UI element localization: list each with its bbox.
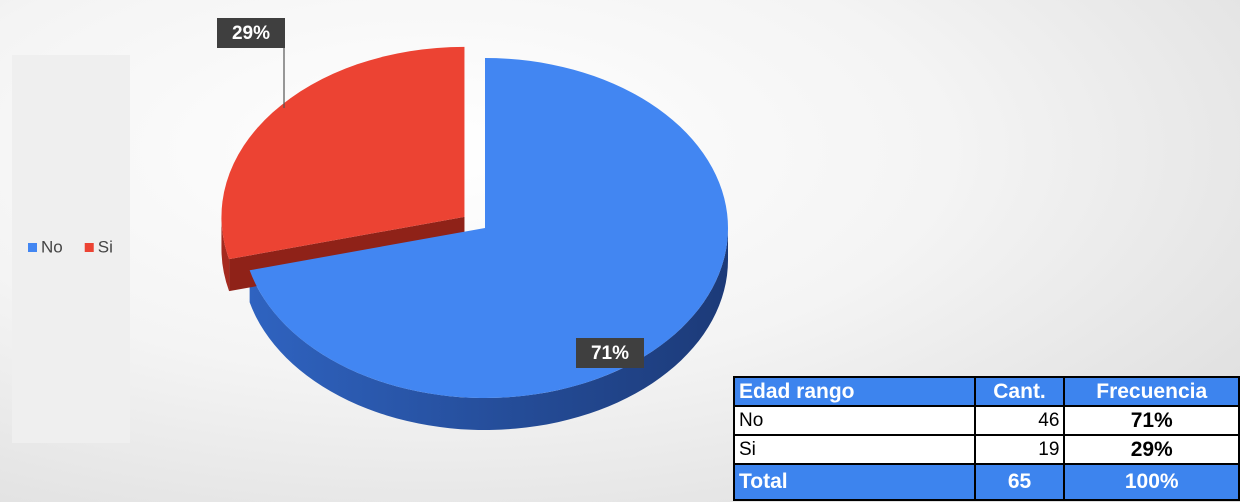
cell: 46: [973, 405, 1066, 436]
cell: 19: [973, 434, 1066, 465]
data-labels: 71% 29%: [217, 18, 644, 368]
cell: 29%: [1063, 434, 1240, 465]
cell: 71%: [1063, 405, 1240, 436]
legend-swatch: [84, 243, 94, 252]
label-box: [217, 18, 285, 48]
table-header: Edad rango Cant. Frecuencia: [733, 376, 1240, 407]
legend-swatch: [28, 243, 37, 252]
cell: Total: [733, 463, 976, 501]
slice: [221, 46, 465, 260]
header-cell: Frecuencia: [1063, 376, 1240, 407]
label-box: [576, 338, 644, 368]
slice: [249, 58, 729, 398]
legend: No Si: [28, 237, 113, 256]
table-row: No 46 71%: [733, 405, 1240, 436]
table-total: Total 65 100%: [733, 463, 1240, 501]
legend-label: Si: [98, 237, 113, 256]
cell: 65: [973, 463, 1066, 501]
slice-side: [221, 216, 230, 292]
cell: 100%: [1063, 463, 1240, 501]
cell: Si: [733, 434, 976, 465]
slice-side: [249, 228, 729, 430]
summary-table: Edad rango Cant. Frecuencia No 46 71% Si…: [733, 376, 1240, 501]
cell: No: [733, 405, 976, 436]
header-cell: Edad rango: [733, 376, 976, 407]
legend-label: No: [41, 237, 63, 256]
data-label: 29%: [232, 23, 270, 44]
data-label: 71%: [591, 343, 629, 364]
header-cell: Cant.: [973, 376, 1066, 407]
table-row: Si 19 29%: [733, 434, 1240, 465]
pie: [221, 46, 729, 430]
